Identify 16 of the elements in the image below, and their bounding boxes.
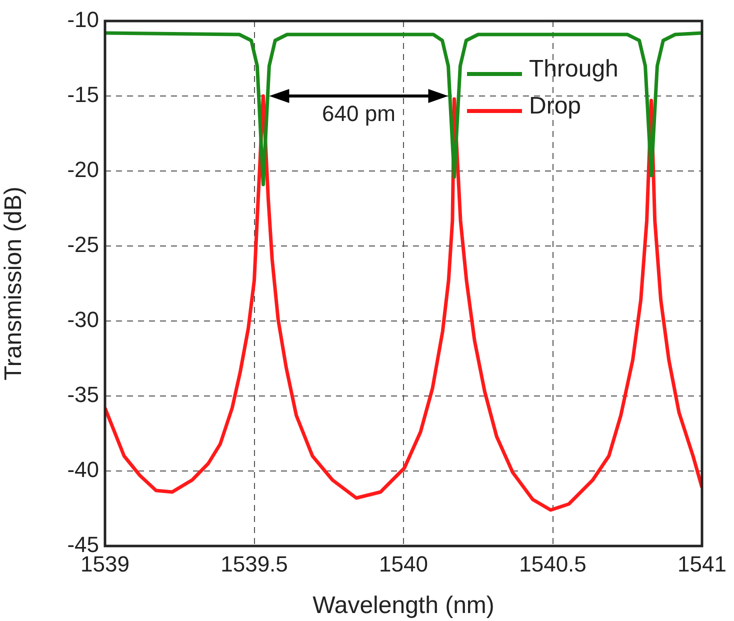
y-tick-label: -25 (67, 232, 99, 258)
y-tick-label: -35 (67, 382, 99, 408)
x-tick-label: 1540.5 (519, 551, 586, 576)
legend-label: Drop (529, 92, 582, 120)
x-tick-label: 1541 (678, 551, 726, 576)
y-tick-label: -20 (67, 157, 99, 182)
x-tick-label: 1539.5 (220, 551, 288, 576)
y-axis-title: Transmission (dB) (0, 186, 28, 380)
x-axis-title: Wavelength (nm) (312, 592, 494, 620)
legend-label: Through (529, 56, 618, 83)
y-tick-label: -40 (67, 457, 99, 482)
y-tick-label: -15 (67, 82, 99, 108)
y-tick-label: -30 (67, 307, 99, 332)
x-tick-label: 1540 (379, 551, 428, 576)
annotation: 640 pm (322, 101, 396, 126)
y-tick-label: -10 (67, 7, 99, 32)
